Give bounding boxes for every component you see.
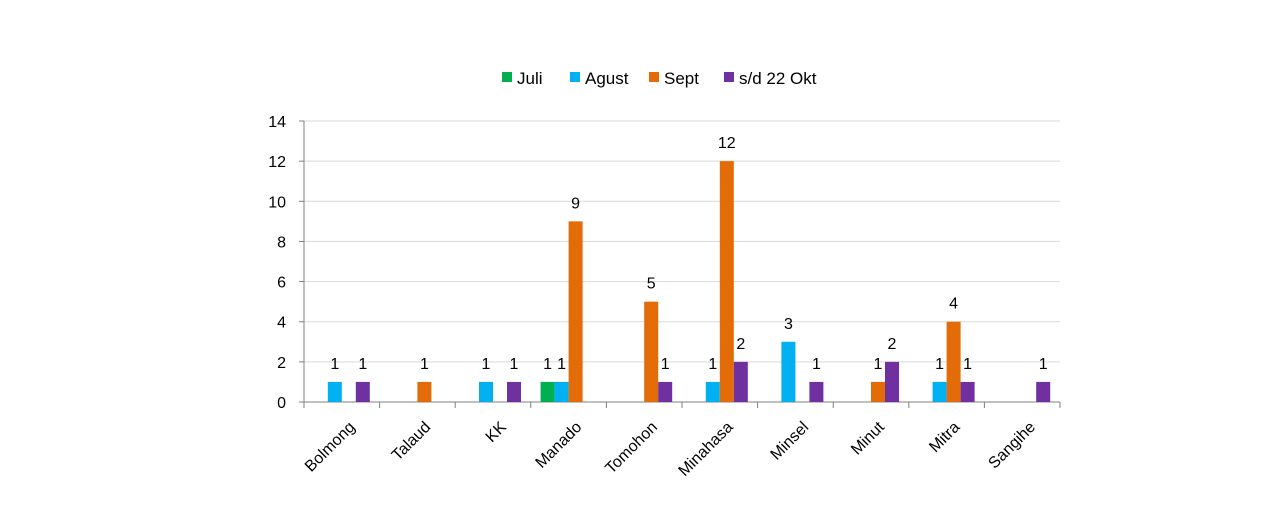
y-tick-label: 10 <box>268 194 286 211</box>
bar <box>327 381 342 402</box>
data-label: 3 <box>784 316 793 333</box>
data-label: 1 <box>708 356 717 373</box>
legend-label: Sept <box>664 69 699 88</box>
bar <box>355 381 370 402</box>
bars <box>327 161 1051 402</box>
legend-swatch <box>502 72 512 82</box>
bar <box>733 361 748 402</box>
data-label: 12 <box>718 135 736 152</box>
data-label: 1 <box>963 356 972 373</box>
data-label: 1 <box>510 356 519 373</box>
data-label: 1 <box>330 356 339 373</box>
x-tick-label: Minahasa <box>676 419 737 480</box>
data-label: 2 <box>888 336 897 353</box>
bar <box>871 381 885 402</box>
y-tick-label: 0 <box>277 395 286 412</box>
x-tick-label: Tomohon <box>602 419 661 478</box>
y-tick-label: 2 <box>277 355 286 372</box>
data-label: 2 <box>736 336 745 353</box>
x-tick-label: Mitra <box>926 419 963 456</box>
data-label: 1 <box>661 356 670 373</box>
data-label: 1 <box>812 356 821 373</box>
legend-swatch <box>649 72 659 82</box>
bar <box>885 361 899 402</box>
x-tick-label: Minsel <box>768 419 813 464</box>
bar <box>705 381 720 402</box>
y-tick-label: 4 <box>277 315 286 332</box>
bar <box>719 161 734 402</box>
x-axis: Bolmong Talaud KK Manado Tomohon Minahasa Mins… <box>302 401 1061 480</box>
bar <box>417 381 432 402</box>
y-tick-label: 8 <box>277 234 286 251</box>
bar <box>960 381 975 402</box>
x-tick-label: Minut <box>848 418 888 458</box>
bar <box>554 381 569 402</box>
y-tick-label: 14 <box>268 114 286 131</box>
bar <box>932 381 947 402</box>
data-label: 1 <box>557 356 566 373</box>
legend-swatch <box>570 72 580 82</box>
legend-label: Agust <box>585 69 629 88</box>
data-label: 1 <box>935 356 944 373</box>
bar <box>809 381 824 402</box>
bar <box>946 321 961 402</box>
legend-swatch <box>724 72 734 82</box>
bar <box>1036 381 1051 402</box>
data-label: 1 <box>358 356 367 373</box>
bar <box>507 381 521 402</box>
bar <box>540 381 555 402</box>
x-tick-label: KK <box>483 419 510 446</box>
data-label: 5 <box>647 276 656 293</box>
bar <box>781 341 796 402</box>
data-label: 4 <box>949 296 958 313</box>
y-tick-label: 12 <box>268 154 286 171</box>
bar <box>644 301 659 402</box>
legend: Juli Agust Sept s/d 22 Okt <box>502 69 817 88</box>
data-label: 1 <box>543 356 552 373</box>
y-axis: 0 2 4 6 8 10 12 14 <box>268 114 305 412</box>
data-label: 1 <box>482 356 491 373</box>
x-tick-label: Sangihe <box>985 419 1039 473</box>
bar <box>568 221 583 402</box>
legend-label: Juli <box>517 69 543 88</box>
x-tick-label: Bolmong <box>302 419 359 476</box>
bar <box>658 381 673 402</box>
y-tick-label: 6 <box>277 275 286 292</box>
gridlines <box>304 120 1060 363</box>
data-label: 1 <box>1039 356 1048 373</box>
data-label: 1 <box>420 356 429 373</box>
x-tick-label: Talaud <box>389 419 434 464</box>
legend-label: s/d 22 Okt <box>739 69 817 88</box>
data-label: 1 <box>874 356 883 373</box>
data-label: 9 <box>571 195 580 212</box>
bar <box>479 381 493 402</box>
x-tick-label: Manado <box>533 419 586 472</box>
